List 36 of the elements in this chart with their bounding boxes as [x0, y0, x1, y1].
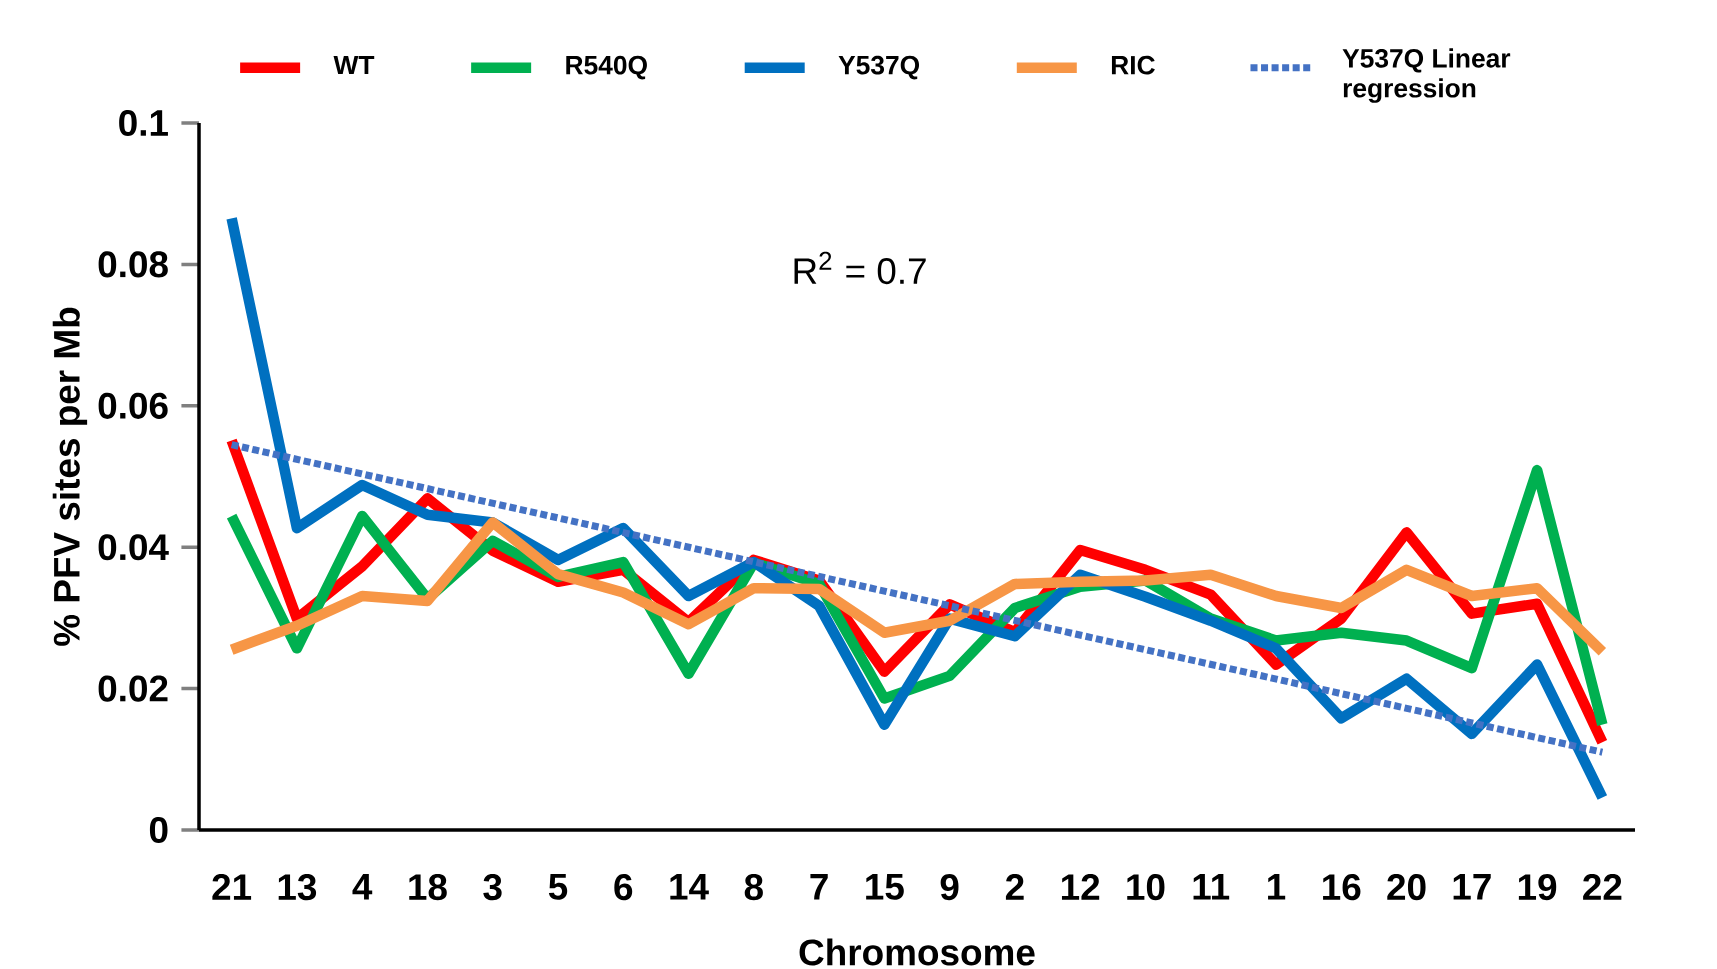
- y-axis-title: % PFV sites per Mb: [52, 307, 88, 646]
- legend-label: WT: [333, 55, 375, 75]
- annotation: R$^{2}$ = 0.7: [794, 251, 926, 285]
- x-tick-label: 22: [1583, 874, 1622, 900]
- x-tick-label: 13: [278, 874, 317, 901]
- x-tick-label: 3: [483, 874, 502, 901]
- legend-label: R540Q: [566, 55, 647, 80]
- x-tick-label: 6: [614, 874, 633, 901]
- x-tick-label: 5: [548, 874, 568, 900]
- x-tick-label: 14: [670, 874, 709, 900]
- x-tick-label: 7: [810, 874, 828, 900]
- x-tick-label: 20: [1387, 874, 1426, 901]
- x-tick-label: 19: [1518, 874, 1557, 901]
- y-tick-label: 0.08: [98, 251, 168, 278]
- x-axis-title: Chromosome: [799, 938, 1035, 966]
- y-tick-label: 0.1: [119, 109, 168, 137]
- x-tick-label: 9: [940, 874, 959, 901]
- x-tick-label: 21: [212, 874, 252, 900]
- x-tick-label: 11: [1193, 874, 1230, 900]
- y-tick-label: 0.06: [98, 392, 168, 419]
- x-tick-label: 8: [744, 874, 763, 901]
- legend-label: RIC: [1111, 55, 1155, 75]
- x-tick-label: 2: [1005, 874, 1024, 900]
- x-tick-label: 17: [1453, 874, 1491, 900]
- x-tick-label: 18: [409, 874, 447, 901]
- y-tick-label: 0.04: [98, 534, 169, 561]
- x-tick-label: 1: [1268, 874, 1286, 900]
- x-tick-label: 12: [1061, 874, 1100, 900]
- legend-label: Y537Q Linear regression: [1342, 48, 1511, 103]
- y-tick-label: 0: [149, 816, 168, 844]
- legend-label: Y537Q: [838, 55, 920, 80]
- x-tick-label: 16: [1323, 874, 1361, 901]
- x-tick-label: 10: [1127, 874, 1165, 901]
- y-tick-label: 0.02: [98, 675, 168, 702]
- x-tick-label: 15: [866, 874, 904, 900]
- x-tick-label: 4: [352, 874, 373, 900]
